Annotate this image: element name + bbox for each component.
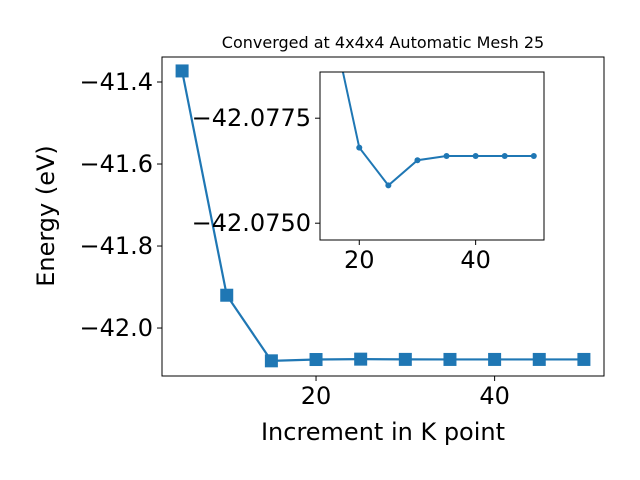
x-tick-label: 20 [301, 382, 332, 410]
y-tick-label: −41.4 [79, 68, 153, 96]
marker [264, 354, 278, 368]
y-tick-label: −41.6 [79, 150, 153, 178]
x-axis-label: Increment in K point [261, 418, 505, 446]
marker [414, 157, 421, 164]
marker [501, 153, 508, 159]
marker [385, 182, 392, 189]
marker [175, 64, 189, 78]
marker [327, 10, 333, 16]
series [327, 10, 537, 189]
marker [577, 352, 591, 366]
x-tick-label: 40 [479, 382, 510, 410]
axes-frame [161, 56, 605, 377]
line [341, 72, 534, 187]
y-tick-label: −42.0 [79, 314, 153, 342]
marker [309, 353, 323, 367]
y-tick-label: −41.8 [79, 232, 153, 260]
y-tick-label: −42.0775 [192, 104, 311, 132]
y-tick-label: −42.0750 [192, 209, 311, 237]
marker [354, 352, 368, 366]
marker [488, 352, 502, 366]
chart-title: Converged at 4x4x4 Automatic Mesh 25 [222, 33, 544, 52]
axes-frame [319, 71, 545, 241]
y-axis-label: Energy (eV) [32, 145, 60, 287]
line [181, 70, 584, 362]
series [175, 64, 591, 368]
x-tick-label: 40 [460, 246, 491, 274]
marker [472, 153, 479, 159]
x-tick-label: 20 [344, 246, 375, 274]
marker [220, 288, 234, 302]
marker [398, 352, 412, 366]
marker [532, 352, 546, 366]
marker [530, 153, 537, 159]
marker [443, 352, 457, 366]
marker [443, 153, 450, 159]
marker [356, 144, 363, 151]
